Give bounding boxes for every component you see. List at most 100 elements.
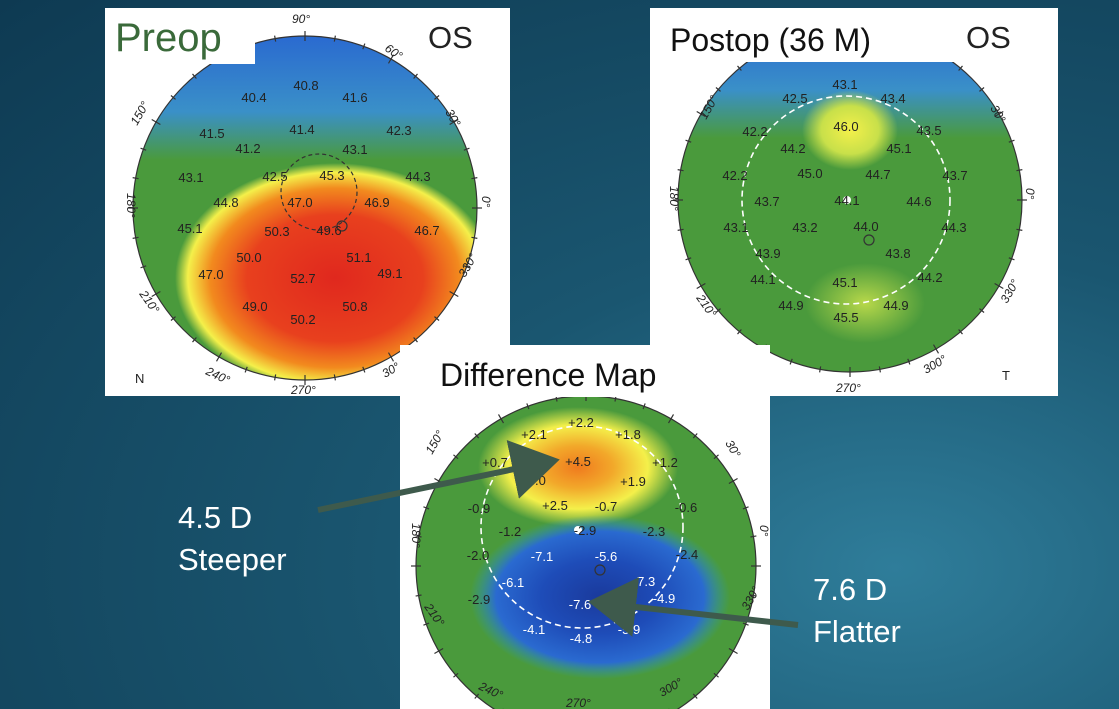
tick-mark <box>474 693 480 699</box>
difference-value: -4.8 <box>570 631 592 646</box>
difference-value: +0.7 <box>482 455 508 470</box>
difference-value: -4.1 <box>523 622 545 637</box>
preop-degree-label: 90° <box>292 12 310 26</box>
tick-mark <box>737 65 742 71</box>
difference-value: +2.1 <box>521 427 547 442</box>
tick-mark <box>742 506 749 510</box>
preop-nasal-label: N <box>135 371 144 386</box>
preop-value: 47.0 <box>198 267 223 282</box>
postop-vertex-marker <box>863 234 875 246</box>
preop-value: 41.2 <box>235 141 260 156</box>
tick-mark <box>423 622 430 626</box>
difference-center-dot <box>574 526 582 534</box>
tick-mark <box>819 366 822 373</box>
postop-panel: 43.1 42.5 43.4 46.0 42.2 43.5 44.2 45.1 … <box>650 8 1058 396</box>
preop-value: 43.1 <box>342 142 367 157</box>
postop-value: 42.2 <box>722 168 747 183</box>
tick-mark <box>387 54 395 64</box>
preop-title-bg <box>105 8 255 64</box>
postop-value: 44.2 <box>780 141 805 156</box>
difference-value: -2.9 <box>468 592 490 607</box>
tick-mark <box>471 236 478 239</box>
tick-mark <box>463 147 470 151</box>
difference-degree-label: 0° <box>757 525 770 537</box>
tick-mark <box>387 352 395 362</box>
preop-value: 41.5 <box>199 126 224 141</box>
preop-degree-label: 180° <box>124 193 138 218</box>
tick-mark <box>750 535 757 538</box>
preop-panel: 40.8 40.4 41.6 41.5 41.4 42.3 41.2 43.1 … <box>105 8 510 396</box>
tick-mark <box>333 374 336 381</box>
preop-value: 45.3 <box>319 168 344 183</box>
difference-value: -2.3 <box>643 524 665 539</box>
postop-value: 42.5 <box>782 91 807 106</box>
difference-value: -5.6 <box>595 549 617 564</box>
preop-degree-label: 0° <box>479 196 493 208</box>
tick-mark <box>333 35 336 42</box>
tick-mark <box>677 228 684 231</box>
tick-mark <box>685 139 692 143</box>
postop-value: 43.1 <box>832 77 857 92</box>
difference-value: -4.9 <box>653 591 675 606</box>
preop-vertex-marker <box>336 220 348 232</box>
postop-value: 43.2 <box>792 220 817 235</box>
preop-value: 50.0 <box>236 250 261 265</box>
tick-mark <box>728 477 738 485</box>
flatter-value: 7.6 D <box>813 572 888 607</box>
tick-mark <box>274 35 277 42</box>
preop-value: 52.7 <box>290 271 315 286</box>
postop-value: 45.1 <box>886 141 911 156</box>
tick-mark <box>994 282 1004 290</box>
preop-value: 44.8 <box>213 195 238 210</box>
tick-mark <box>170 316 176 321</box>
difference-value: +3.0 <box>520 473 546 488</box>
tick-mark <box>713 454 719 460</box>
preop-value: 50.8 <box>342 299 367 314</box>
postop-degree-label: 0° <box>1023 188 1037 200</box>
tick-mark <box>434 647 444 655</box>
postop-title: Postop (36 M) <box>670 22 871 58</box>
difference-degree-label: 270° <box>565 696 591 709</box>
difference-vertex-marker <box>594 564 606 576</box>
tick-mark <box>151 290 161 298</box>
steeper-label: Steeper <box>178 542 287 577</box>
difference-value: +2.5 <box>542 498 568 513</box>
preop-value: 45.1 <box>177 221 202 236</box>
tick-mark <box>151 118 161 126</box>
postop-value: 43.8 <box>885 246 910 261</box>
flatter-label: Flatter <box>813 614 901 649</box>
postop-value: 42.2 <box>742 124 767 139</box>
tick-mark <box>192 73 197 79</box>
tick-mark <box>692 433 698 439</box>
tick-mark <box>750 594 757 597</box>
preop-pupil-outline <box>280 153 358 231</box>
tick-mark <box>413 337 418 343</box>
tick-mark <box>715 308 721 313</box>
postop-value: 44.6 <box>906 194 931 209</box>
postop-temporal-label: T <box>1002 368 1010 383</box>
tick-mark <box>677 169 684 172</box>
postop-value: 44.3 <box>941 220 966 235</box>
difference-topography-map: +2.2 +2.1 +1.8 +0.7 +4.5 +1.2 +3.0 +1.9 … <box>409 391 770 709</box>
flatter-callout: 7.6 D Flatter <box>813 569 901 653</box>
postop-value: 43.7 <box>754 194 779 209</box>
postop-title-bg <box>650 8 1058 62</box>
postop-value: 43.1 <box>723 220 748 235</box>
postop-value: 43.5 <box>916 123 941 138</box>
difference-degree-label: 180° <box>409 523 423 548</box>
tick-mark <box>132 177 139 180</box>
postop-topography-map: 43.1 42.5 43.4 46.0 42.2 43.5 44.2 45.1 … <box>667 23 1037 395</box>
preop-value: 41.4 <box>289 122 314 137</box>
difference-value: -0.6 <box>675 500 697 515</box>
preop-value: 42.5 <box>262 169 287 184</box>
preop-degree-label: 150° <box>127 99 152 128</box>
postop-value: 44.0 <box>853 219 878 234</box>
preop-degree-label: 270° <box>290 383 316 396</box>
tick-mark <box>449 118 459 126</box>
difference-value: -0.7 <box>595 499 617 514</box>
preop-value: 51.1 <box>346 250 371 265</box>
tick-mark <box>1008 139 1015 143</box>
preop-value: 43.1 <box>178 170 203 185</box>
preop-topography-map: 40.8 40.4 41.6 41.5 41.4 42.3 41.2 43.1 … <box>124 12 493 396</box>
postop-value: 44.9 <box>883 298 908 313</box>
